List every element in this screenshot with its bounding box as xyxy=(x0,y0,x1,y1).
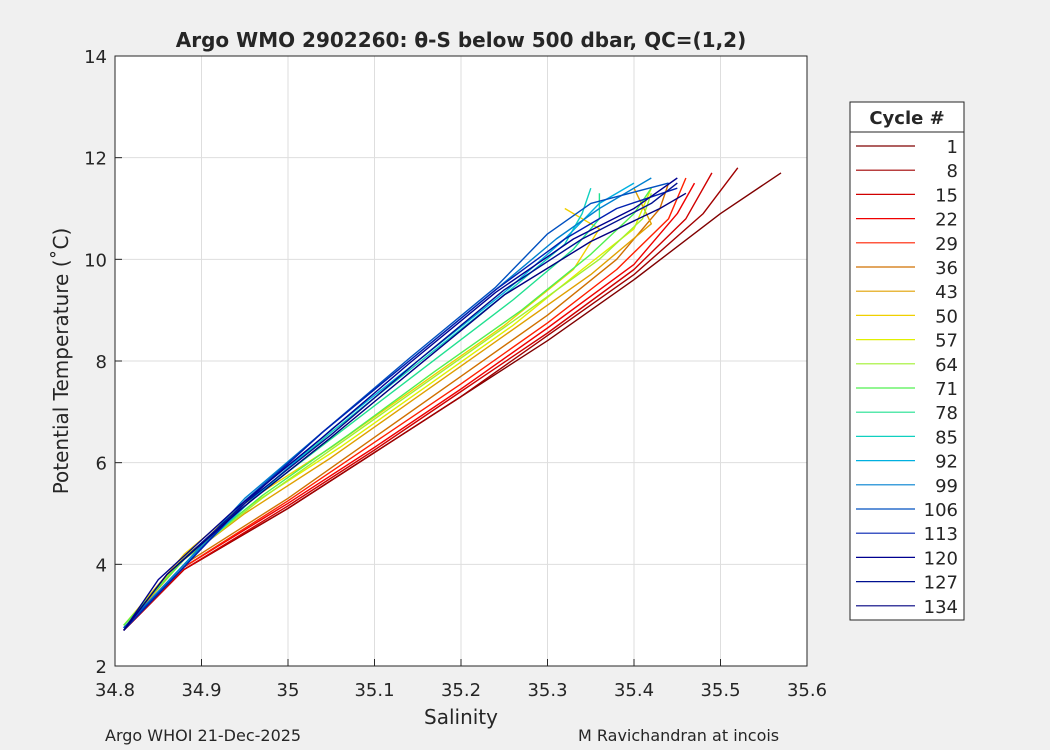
legend-entry-label: 134 xyxy=(924,597,958,618)
legend-entry-label: 85 xyxy=(935,427,958,448)
chart-title: Argo WMO 2902260: θ-S below 500 dbar, QC… xyxy=(176,28,746,52)
legend-entry-label: 99 xyxy=(935,476,958,497)
series-line-cycle-120 xyxy=(123,177,678,631)
x-tick-label: 35 xyxy=(277,680,300,701)
legend-entries: 1 8 15 22 29 36 43 50 57 64 71 78 85 92 99 106 113 120 127… xyxy=(856,137,958,618)
legend: Cycle # 18152229364350576471788592991061… xyxy=(849,101,965,621)
y-tick-label: 14 xyxy=(84,47,107,68)
x-tick-label: 35.3 xyxy=(527,680,567,701)
legend-entry-label: 120 xyxy=(924,548,958,569)
y-axis-label: Potential Temperature (˚C) xyxy=(49,228,73,495)
legend-entry-label: 50 xyxy=(935,306,958,327)
legend-entry-label: 78 xyxy=(935,403,958,424)
legend-entry-label: 15 xyxy=(935,185,958,206)
series-layer xyxy=(123,167,782,631)
x-tick-label: 35.2 xyxy=(441,680,481,701)
series-line-cycle-15 xyxy=(123,172,713,631)
series-line-cycle-29 xyxy=(123,177,687,631)
legend-entry-label: 8 xyxy=(947,161,958,182)
legend-entry-label: 71 xyxy=(935,379,958,400)
legend-entry-label: 64 xyxy=(935,355,958,376)
legend-entry-label: 106 xyxy=(924,500,958,521)
legend-entry-label: 29 xyxy=(935,234,958,255)
legend-entry-label: 127 xyxy=(924,573,958,594)
x-tick-label: 35.5 xyxy=(700,680,740,701)
legend-entry-label: 36 xyxy=(935,258,958,279)
x-tick-label: 35.1 xyxy=(354,680,394,701)
y-tick-label: 2 xyxy=(96,657,107,678)
y-tick-label: 4 xyxy=(96,555,107,576)
series-line-cycle-134 xyxy=(123,192,687,631)
x-axis: 34.8 34.9 35 35.1 35.2 35.3 35.4 35.5 35.6 xyxy=(95,659,827,701)
y-tick-label: 8 xyxy=(96,352,107,373)
x-tick-label: 35.6 xyxy=(787,680,827,701)
legend-entry-label: 113 xyxy=(924,524,958,545)
series-line-cycle-22 xyxy=(123,182,696,631)
series-line-cycle-36 xyxy=(123,182,670,629)
legend-entry-label: 1 xyxy=(947,137,958,158)
footer-right: M Ravichandran at incois xyxy=(578,726,779,745)
footer-left: Argo WHOI 21-Dec-2025 xyxy=(105,726,301,745)
legend-entry-label: 57 xyxy=(935,331,958,352)
x-tick-label: 35.4 xyxy=(614,680,654,701)
y-tick-label: 6 xyxy=(96,454,107,475)
y-tick-label: 10 xyxy=(84,250,107,271)
x-axis-label: Salinity xyxy=(424,705,498,729)
legend-title: Cycle # xyxy=(869,108,944,129)
series-line-cycle-8 xyxy=(123,167,739,631)
legend-entry-label: 22 xyxy=(935,210,958,231)
x-tick-label: 34.9 xyxy=(181,680,221,701)
legend-entry-label: 92 xyxy=(935,452,958,473)
series-line-cycle-113 xyxy=(123,187,678,631)
legend-entry-label: 43 xyxy=(935,282,958,303)
x-tick-label: 34.8 xyxy=(95,680,135,701)
y-axis: 2 4 6 8 10 12 14 xyxy=(84,47,122,678)
y-tick-label: 12 xyxy=(84,149,107,170)
